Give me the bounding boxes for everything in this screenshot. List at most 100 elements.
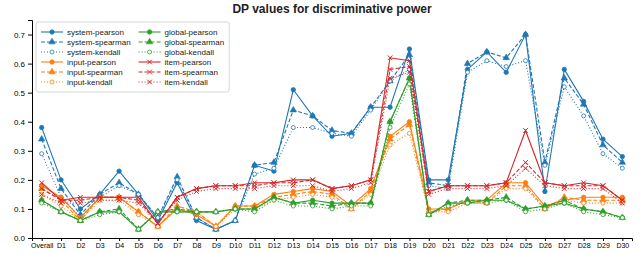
legend-marker bbox=[49, 68, 55, 74]
x-tick: D30 bbox=[616, 238, 629, 249]
x-tick: Overall bbox=[31, 238, 54, 249]
point-marker bbox=[504, 65, 508, 69]
series-line bbox=[42, 133, 623, 226]
point-marker bbox=[543, 163, 547, 167]
x-tick: D6 bbox=[154, 238, 163, 249]
point-marker bbox=[349, 204, 353, 208]
legend-item: item-spearman bbox=[139, 68, 218, 77]
point-marker bbox=[39, 180, 44, 185]
point-marker bbox=[233, 207, 237, 211]
x-tick-label: D1 bbox=[57, 242, 66, 249]
point-marker bbox=[311, 192, 315, 196]
point-marker bbox=[214, 224, 218, 228]
x-tick: D9 bbox=[212, 238, 221, 249]
legend-label: item-kendall bbox=[165, 78, 208, 87]
point-marker bbox=[271, 159, 277, 165]
point-marker bbox=[369, 204, 373, 208]
x-tick: D3 bbox=[96, 238, 105, 249]
series bbox=[38, 74, 625, 231]
x-tick-mark bbox=[506, 238, 507, 241]
y-tick: 0.4 bbox=[14, 118, 32, 127]
point-marker bbox=[59, 178, 63, 182]
point-marker bbox=[524, 187, 528, 191]
point-marker bbox=[136, 201, 141, 206]
legend-item: system-pearson bbox=[41, 28, 124, 37]
x-tick-label: D3 bbox=[96, 242, 105, 249]
x-tick: D24 bbox=[500, 238, 513, 249]
point-marker bbox=[311, 204, 315, 208]
point-marker bbox=[523, 128, 528, 133]
x-tick-label: D17 bbox=[365, 242, 378, 249]
x-tick: D27 bbox=[558, 238, 571, 249]
point-marker bbox=[407, 131, 411, 135]
x-tick-label: D16 bbox=[345, 242, 358, 249]
point-marker bbox=[117, 184, 121, 188]
point-marker bbox=[175, 210, 179, 214]
point-marker bbox=[523, 160, 528, 165]
legend-item: input-spearman bbox=[41, 68, 123, 77]
point-marker bbox=[465, 186, 470, 191]
point-marker bbox=[40, 152, 44, 156]
x-tick-label: D13 bbox=[287, 242, 300, 249]
y-tick-label: 0.7 bbox=[14, 31, 26, 40]
point-marker bbox=[620, 201, 624, 205]
legend-marker bbox=[49, 38, 55, 44]
legend-item: item-pearson bbox=[139, 58, 212, 67]
legend-label: input-pearson bbox=[67, 58, 116, 67]
legend-label: global-pearson bbox=[165, 28, 218, 37]
legend-item: input-kendall bbox=[41, 78, 113, 87]
legend-label: input-spearman bbox=[67, 68, 123, 77]
legend-label: global-kendall bbox=[165, 48, 215, 57]
point-marker bbox=[214, 210, 218, 214]
x-tick-mark bbox=[216, 238, 217, 241]
x-tick-label: D18 bbox=[384, 242, 397, 249]
y-tick: 0.2 bbox=[14, 176, 32, 185]
point-marker bbox=[524, 210, 528, 214]
x-tick: D21 bbox=[442, 238, 455, 249]
point-marker bbox=[214, 210, 218, 214]
point-marker bbox=[310, 178, 315, 183]
series bbox=[40, 82, 625, 231]
x-tick-label: D30 bbox=[616, 242, 629, 249]
legend-label: input-kendall bbox=[67, 78, 113, 87]
legend-marker bbox=[50, 50, 54, 54]
point-marker bbox=[310, 178, 315, 183]
legend-item: item-kendall bbox=[139, 78, 208, 87]
point-marker bbox=[369, 108, 373, 112]
point-marker bbox=[251, 162, 257, 168]
x-tick: D13 bbox=[287, 238, 300, 249]
point-marker bbox=[117, 210, 121, 214]
point-marker bbox=[465, 201, 469, 205]
point-marker bbox=[426, 192, 431, 197]
x-tick: D15 bbox=[326, 238, 339, 249]
x-tick: D2 bbox=[76, 238, 85, 249]
point-marker bbox=[175, 198, 180, 203]
x-tick-mark bbox=[584, 238, 585, 241]
x-tick: D16 bbox=[345, 238, 358, 249]
point-marker bbox=[77, 217, 83, 223]
series bbox=[40, 131, 625, 228]
point-marker bbox=[78, 201, 83, 206]
point-marker bbox=[195, 210, 199, 214]
point-marker bbox=[253, 210, 257, 214]
x-tick: D20 bbox=[423, 238, 436, 249]
point-marker bbox=[117, 169, 121, 173]
point-marker bbox=[427, 213, 431, 217]
point-marker bbox=[232, 205, 238, 211]
point-marker bbox=[253, 172, 257, 176]
point-marker bbox=[193, 208, 199, 214]
point-marker bbox=[195, 210, 199, 214]
x-tick: D1 bbox=[57, 238, 66, 249]
point-marker bbox=[504, 198, 508, 202]
point-marker bbox=[232, 217, 238, 223]
point-marker bbox=[135, 226, 141, 232]
point-marker bbox=[581, 186, 586, 191]
point-marker bbox=[601, 186, 606, 191]
x-tick-label: D12 bbox=[268, 242, 281, 249]
point-marker bbox=[407, 70, 412, 75]
point-marker bbox=[543, 189, 547, 193]
point-marker bbox=[619, 214, 625, 220]
point-marker bbox=[330, 195, 334, 199]
point-marker bbox=[368, 180, 373, 185]
point-marker bbox=[272, 183, 277, 188]
